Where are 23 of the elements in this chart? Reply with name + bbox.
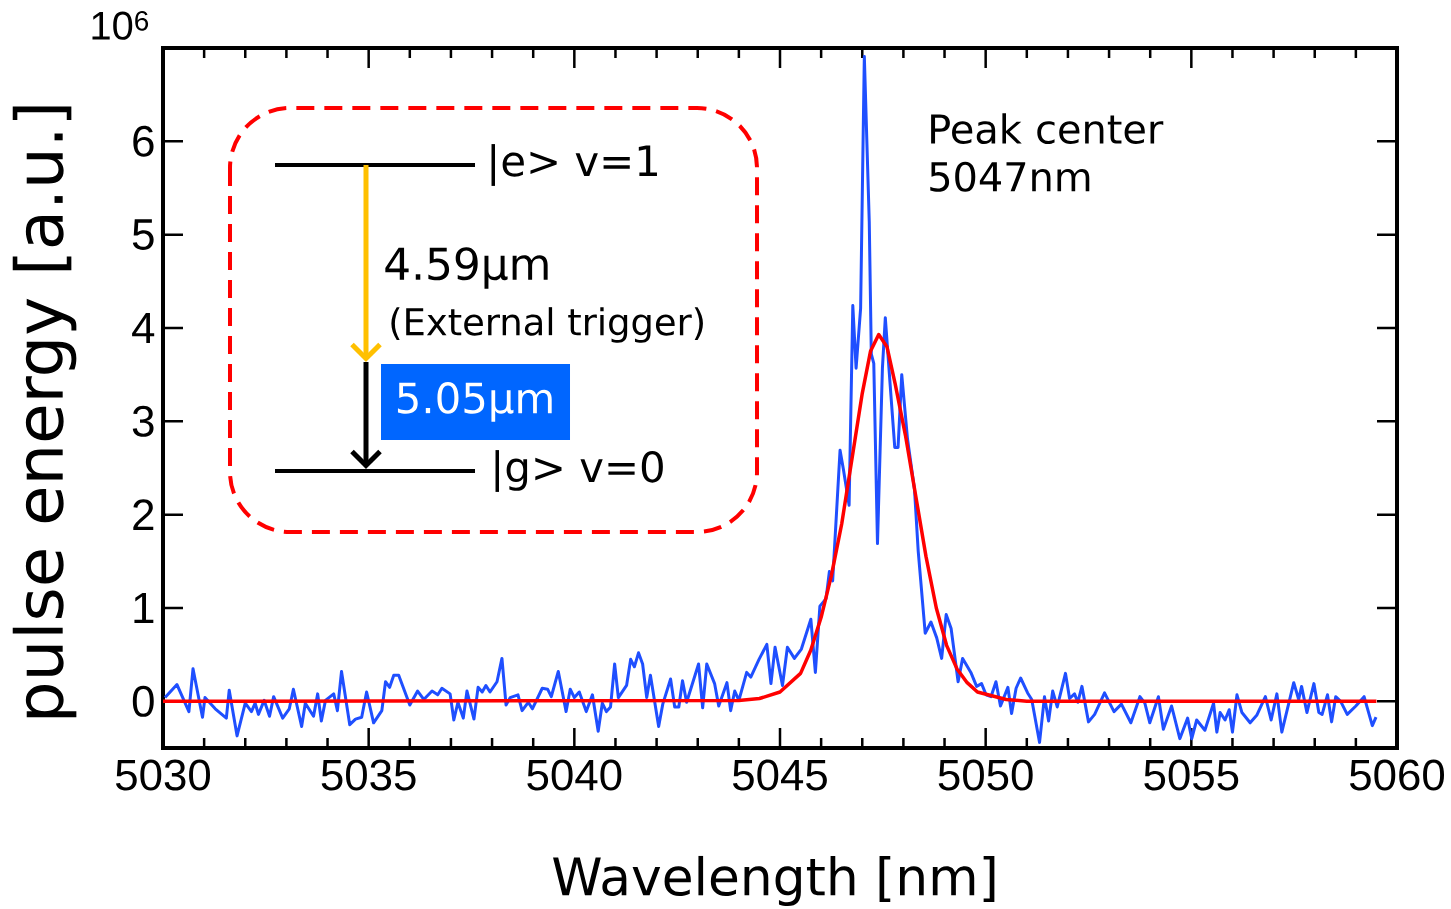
y-tick-label: 3 — [132, 405, 154, 437]
annotation: (External trigger) — [391, 307, 703, 343]
annotation: 5.05μm — [397, 382, 552, 422]
y-axis-title: pulse energy [a.u.] — [12, 106, 77, 718]
x-tick-label: 5060 — [1349, 759, 1445, 791]
annotation: Peak center 5047nm — [930, 113, 1164, 192]
y-tick-label: 4 — [132, 312, 155, 344]
x-tick-label: 5045 — [732, 759, 827, 791]
annotation: 4.59μm — [385, 247, 548, 289]
x-axis-title: Wavelength [nm] — [553, 855, 995, 907]
x-tick-label: 5035 — [321, 759, 416, 791]
x-tick-label: 5055 — [1144, 759, 1239, 791]
y-tick-label: 6 — [133, 125, 154, 157]
x-tick-label: 5030 — [115, 759, 211, 791]
y-tick-label: 1 — [134, 592, 154, 624]
text: 10$^{6}$ — [92, 10, 149, 40]
y-tick-label: 2 — [133, 499, 154, 530]
annotation: |e> v=1 — [491, 144, 657, 186]
x-tick-label: 5040 — [527, 759, 622, 791]
x-tick-label: 5050 — [938, 759, 1033, 791]
y-tick-label: 5 — [132, 219, 154, 250]
y-tick-label: 0 — [132, 685, 154, 717]
annotation: |g> v=0 — [495, 450, 663, 492]
